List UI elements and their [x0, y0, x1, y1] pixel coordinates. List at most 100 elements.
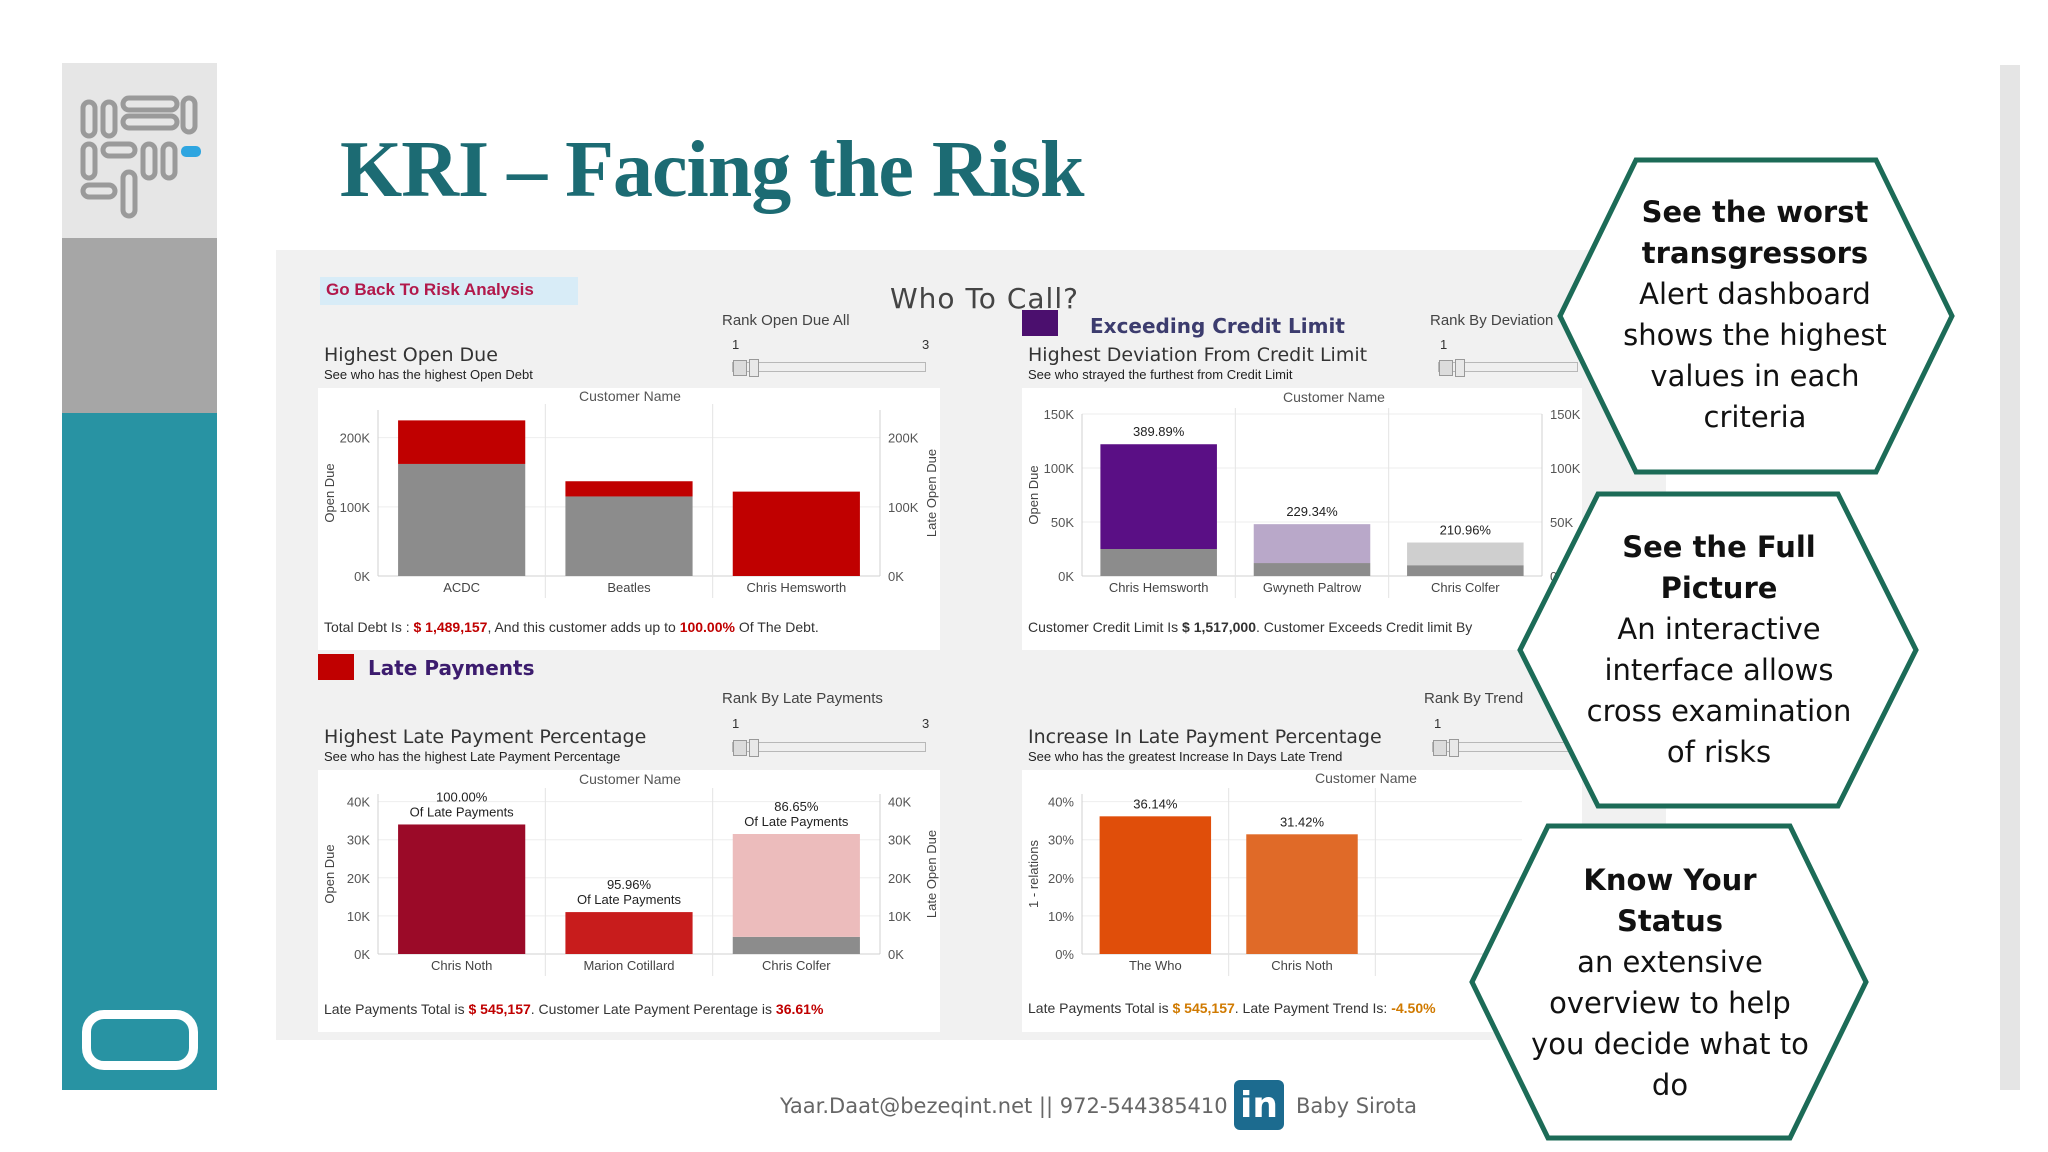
x-tick-label: Chris Noth	[431, 958, 492, 973]
rank-late-slider[interactable]	[732, 739, 926, 757]
bar[interactable]	[398, 463, 526, 576]
x-tick-label: Chris Hemsworth	[746, 580, 846, 595]
callout-body: an extensive overview to help you decide…	[1531, 945, 1809, 1102]
y-tick-label: 100K	[1044, 461, 1075, 476]
data-label: 229.34%	[1286, 504, 1338, 519]
rank-trend-slider[interactable]	[1432, 739, 1582, 757]
y-tick-label-right: 40K	[888, 795, 911, 810]
panel-title: Highest Late Payment Percentage	[324, 726, 647, 748]
bar[interactable]	[398, 824, 526, 954]
go-back-button[interactable]: Go Back To Risk Analysis	[320, 277, 578, 305]
right-edge-bar	[2000, 65, 2020, 1090]
y-tick-label: 10%	[1048, 909, 1074, 924]
bar[interactable]	[1407, 565, 1524, 576]
y-tick-label-right: 0K	[888, 569, 904, 584]
bar[interactable]	[565, 912, 693, 954]
rank-trend-label: Rank By Trend	[1424, 690, 1524, 707]
y-tick-label: 50K	[1051, 515, 1074, 530]
bar[interactable]	[732, 491, 860, 576]
callout-body: Alert dashboard shows the highest values…	[1623, 277, 1887, 434]
y-tick-label: 20K	[347, 871, 370, 886]
panel-subtitle: See who has the highest Open Debt	[324, 367, 533, 382]
y-tick-label: 0%	[1055, 947, 1074, 962]
y-tick-label-right: 20K	[888, 871, 911, 886]
bar[interactable]	[1099, 816, 1212, 954]
x-tick-label: ACDC	[443, 580, 480, 595]
callout-full-picture: See the Full Picture An interactive inte…	[1584, 500, 1854, 800]
data-label: Of Late Payments	[744, 814, 849, 829]
customer-header: Customer Name	[579, 388, 681, 404]
increase-chart: 0% 10% 20% 30% 40% 1 - relations 36.14% The Who…	[1026, 788, 1522, 976]
x-tick-label: Gwyneth Paltrow	[1263, 580, 1362, 595]
y-tick-label: 0K	[1058, 569, 1074, 584]
data-label: Of Late Payments	[410, 804, 515, 819]
y-tick-label: 0K	[354, 947, 370, 962]
y-tick-label-right: 100K	[1550, 461, 1581, 476]
y-axis-label: 1 - relations	[1026, 840, 1041, 908]
hexagon-know-status	[1469, 823, 1869, 1141]
y-axis-label-right: Late Open Due	[924, 830, 939, 918]
bar[interactable]	[1100, 444, 1217, 549]
bar[interactable]	[1253, 563, 1371, 576]
x-tick-label: Beatles	[607, 580, 651, 595]
y-tick-label: 150K	[1044, 407, 1075, 422]
rank-open-due-slider[interactable]	[732, 359, 926, 377]
teal-panel	[62, 413, 217, 1090]
legend-exceeding-label: Exceeding Credit Limit	[1090, 314, 1345, 338]
data-label: 31.42%	[1280, 814, 1325, 829]
y-axis-label-right: Late Open Due	[924, 449, 939, 537]
bar[interactable]	[1253, 524, 1371, 564]
oracle-icon	[82, 1010, 198, 1070]
slider-min: 1	[1434, 716, 1442, 731]
callout-title: Know Your Status	[1583, 863, 1757, 938]
panel-subtitle: See who strayed the furthest from Credit…	[1028, 367, 1293, 382]
callout-know-status: Know Your Status an extensive overview t…	[1530, 848, 1810, 1118]
data-label: 36.14%	[1133, 796, 1178, 811]
bar[interactable]	[732, 834, 860, 937]
rank-open-due-label: Rank Open Due All	[722, 312, 850, 329]
customer-header: Customer Name	[579, 771, 681, 787]
bar[interactable]	[565, 481, 693, 497]
slider-min: 1	[732, 337, 740, 352]
data-label: 389.89%	[1133, 424, 1185, 439]
panel-subtitle: See who has the highest Late Payment Per…	[324, 749, 621, 764]
legend-exceeding-swatch	[1022, 310, 1058, 336]
late-pct-chart: 0K 0K 10K 10K 20K 20K 30K 30K 40K 40K Open Due Late…	[322, 788, 939, 976]
bar[interactable]	[1246, 834, 1358, 954]
data-label: 86.65%	[774, 799, 819, 814]
customer-header: Customer Name	[1315, 770, 1417, 786]
callout-title: See the Full Picture	[1622, 530, 1816, 605]
logo-icon	[80, 95, 201, 219]
y-axis-label: Open Due	[1026, 465, 1041, 524]
gray-panel	[62, 238, 217, 413]
data-label: 100.00%	[436, 789, 488, 804]
rank-deviation-slider[interactable]	[1438, 359, 1578, 377]
bar[interactable]	[398, 420, 526, 464]
y-tick-label-right: 150K	[1550, 407, 1581, 422]
late-pct-footer: Late Payments Total is $ 545,157. Custom…	[324, 1001, 824, 1017]
bar[interactable]	[565, 496, 693, 576]
bar[interactable]	[732, 936, 860, 954]
panel-title: Increase In Late Payment Percentage	[1028, 726, 1382, 748]
callout-title: See the worst transgressors	[1641, 195, 1869, 270]
y-tick-label-right: 100K	[888, 500, 919, 515]
y-tick-label: 10K	[347, 909, 370, 924]
linkedin-name: Baby Sirota	[1296, 1094, 1417, 1118]
y-tick-label: 100K	[340, 500, 371, 515]
slider-max: 3	[922, 337, 930, 352]
page-title: KRI – Facing the Risk	[340, 126, 1084, 214]
panel-subtitle: See who has the greatest Increase In Day…	[1028, 749, 1343, 764]
x-tick-label: Marion Cotillard	[583, 958, 674, 973]
increase-footer: Late Payments Total is $ 545,157. Late P…	[1028, 1000, 1436, 1016]
y-tick-label-right: 0K	[888, 947, 904, 962]
deviation-footer: Customer Credit Limit Is $ 1,517,000. Cu…	[1028, 619, 1473, 635]
customer-header: Customer Name	[1283, 389, 1385, 405]
y-tick-label: 30%	[1048, 833, 1074, 848]
y-tick-label-right: 30K	[888, 833, 911, 848]
y-tick-label: 40%	[1048, 795, 1074, 810]
deviation-chart: 0K0K50K50K100K100K150K150KOpen DueCredit…	[1026, 407, 1581, 598]
data-label: 210.96%	[1440, 523, 1492, 538]
bar[interactable]	[1100, 549, 1217, 576]
linkedin-icon[interactable]: in	[1234, 1080, 1284, 1130]
bar[interactable]	[1407, 542, 1524, 566]
